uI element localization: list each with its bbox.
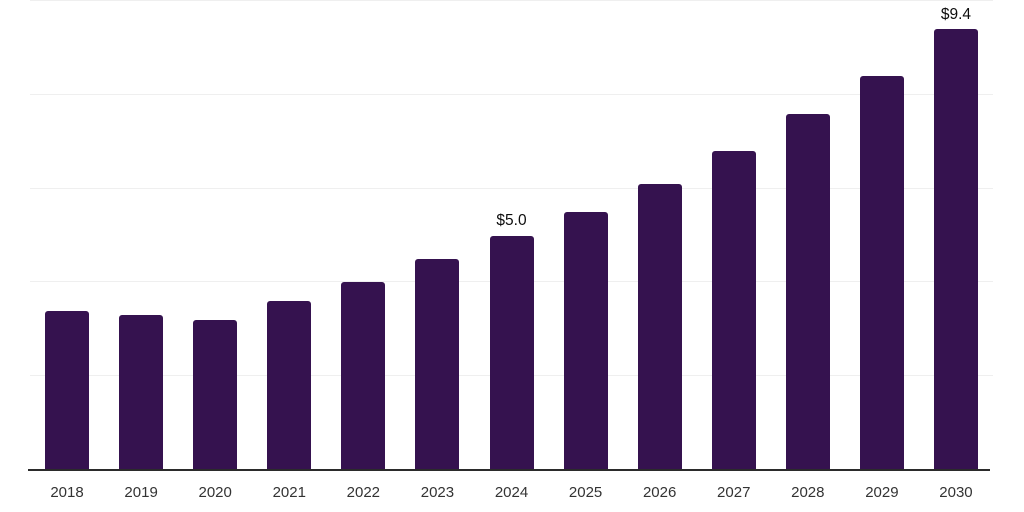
bar-2024 [489,235,534,470]
gridline-6 [30,187,993,189]
bar-column-2026 [623,1,697,470]
bar-column-2021 [252,1,326,470]
x-tick-label-2018: 2018 [50,484,84,501]
bar-column-2029 [845,1,919,470]
x-tick-label-2026: 2026 [642,484,677,501]
x-axis-line [28,469,990,471]
bar-2023 [415,258,460,470]
bar-2021 [267,301,312,470]
bar-column-2019 [104,1,178,470]
x-tick-label-2030: 2030 [939,484,973,501]
bar-column-2030: $9.4 [919,1,993,470]
x-tick-label-2027: 2027 [717,484,751,501]
bar-column-2023 [400,1,474,470]
bar-2030 [933,29,978,470]
x-tick-label-2020: 2020 [198,484,232,501]
gridline-8 [30,93,993,95]
bar-column-2025 [549,1,623,470]
x-tick-label-2025: 2025 [568,484,603,501]
bars: $5.0 $9.4 [30,1,993,470]
plot-area: $5.0 $9.4 [28,0,993,471]
x-tick-label-2029: 2029 [865,484,899,501]
bar-2019 [119,315,164,470]
bar-2025 [563,212,608,470]
bar-column-2018 [30,1,104,470]
bar-2027 [711,151,756,470]
x-tick-label-2022: 2022 [346,484,381,501]
bar-column-2024: $5.0 [474,1,548,470]
x-tick-label-2028: 2028 [791,484,825,501]
bar-column-2022 [326,1,400,470]
x-tick-label-2024: 2024 [494,484,529,501]
bar-value-label-2030: $9.4 [940,5,972,23]
bar-2029 [859,76,904,470]
bar-value-label-2024: $5.0 [496,212,527,229]
bar-2018 [45,310,90,470]
x-tick-label-2021: 2021 [272,484,306,501]
gridline-10 [30,0,993,1]
bar-column-2027 [697,1,771,470]
bar-2026 [637,183,682,470]
x-tick-label-2023: 2023 [420,484,455,501]
x-axis-labels: 2018 2019 2020 2021 2022 2023 2024 2025 2026 2027… [30,478,993,508]
bar-column-2020 [178,1,252,470]
bar-2022 [341,282,386,470]
x-tick-label-2019: 2019 [124,484,158,501]
bar-column-2028 [771,1,845,470]
bar-2028 [785,113,830,470]
bar-2020 [193,319,238,470]
